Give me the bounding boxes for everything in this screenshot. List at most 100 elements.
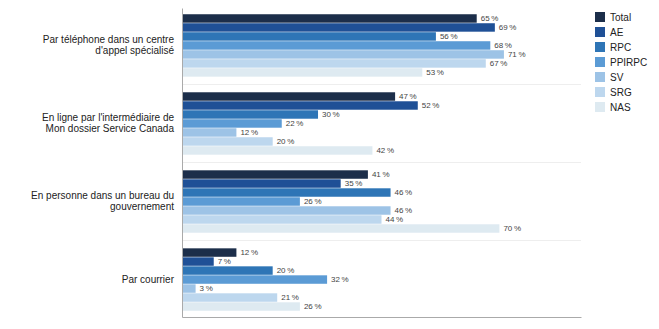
bar [182, 146, 372, 154]
data-label: 12 % [240, 128, 258, 137]
legend-swatch [595, 12, 605, 22]
data-label: 46 % [395, 206, 413, 215]
data-label: 42 % [376, 146, 394, 155]
bar [182, 137, 273, 145]
data-label: 22 % [286, 119, 304, 128]
data-label: 21 % [281, 293, 299, 302]
legend-item: RPC [595, 42, 631, 53]
y-tick-label-line: En personne dans un bureau du [31, 190, 174, 201]
data-label: 26 % [304, 302, 322, 311]
data-label: 71 % [508, 50, 526, 59]
data-label: 56 % [440, 32, 458, 41]
legend-swatch [595, 57, 605, 67]
y-tick: En ligne par l'intermédiaire deMon dossi… [42, 112, 182, 135]
bar [182, 92, 395, 100]
bar [182, 41, 490, 49]
bar [182, 32, 436, 40]
data-labels: 65 %47 %41 %12 %69 %52 %35 %7 %56 %30 %4… [200, 14, 526, 311]
bar [182, 224, 499, 232]
data-label: 47 % [399, 92, 417, 101]
y-axis-line [182, 9, 183, 318]
bar-series [182, 59, 486, 302]
plot: 65 %47 %41 %12 %69 %52 %35 %7 %56 %30 %4… [31, 9, 581, 318]
data-label: 44 % [386, 215, 404, 224]
legend-label: PPIRPC [610, 57, 647, 68]
legend-label: SV [610, 72, 624, 83]
bar [182, 59, 486, 67]
data-label: 30 % [322, 110, 340, 119]
y-tick-label-line: gouvernement [110, 201, 174, 212]
y-tick-label-line: Par téléphone dans un centre [43, 34, 175, 45]
legend-item: SV [595, 72, 624, 83]
x-axis [183, 317, 582, 318]
data-label: 65 % [481, 14, 499, 23]
y-tick-label: En ligne par l'intermédiaire deMon dossi… [42, 112, 174, 135]
bar [182, 179, 341, 187]
bar-series [182, 41, 490, 284]
bars [182, 14, 504, 311]
data-label: 52 % [422, 101, 440, 110]
data-label: 32 % [331, 275, 349, 284]
separators [182, 84, 581, 240]
bar [182, 275, 327, 283]
bar [182, 119, 282, 127]
bar-series [182, 68, 499, 311]
y-tick: Par courrier [122, 274, 182, 285]
bar-series [182, 32, 436, 275]
group-separator [182, 240, 581, 241]
legend-swatch [595, 42, 605, 52]
bar [182, 293, 277, 301]
bar [182, 23, 495, 31]
bar [182, 257, 214, 265]
bar [182, 284, 196, 292]
bar [182, 101, 418, 109]
bar [182, 50, 504, 58]
legend-item: NAS [595, 102, 631, 113]
bar [182, 197, 300, 205]
y-tick-label: Par téléphone dans un centred'appel spéc… [43, 34, 175, 57]
legend-item: AE [595, 27, 624, 38]
bar [182, 14, 477, 22]
data-label: 53 % [426, 68, 444, 77]
legend-item: SRG [595, 87, 632, 98]
bar [182, 215, 382, 223]
y-tick-label-line: En ligne par l'intermédiaire de [42, 112, 174, 123]
y-tick: En personne dans un bureau dugouvernemen… [31, 190, 182, 213]
bar [182, 248, 236, 256]
y-tick-label-line: d'appel spécialisé [95, 45, 174, 56]
data-label: 20 % [277, 137, 295, 146]
chart: 65 %47 %41 %12 %69 %52 %35 %7 %56 %30 %4… [0, 0, 659, 329]
y-tick-label-line: Par courrier [122, 274, 175, 285]
x-axis-line [183, 317, 582, 318]
y-tick-label: En personne dans un bureau dugouvernemen… [31, 190, 174, 213]
bar [182, 170, 368, 178]
bar [182, 206, 391, 214]
legend-swatch [595, 102, 605, 112]
data-label: 67 % [490, 59, 508, 68]
legend: Total AE RPC PPIRPC SV SRG NAS [595, 12, 647, 113]
legend-label: NAS [610, 102, 631, 113]
data-label: 68 % [494, 41, 512, 50]
legend-swatch [595, 87, 605, 97]
legend-label: SRG [610, 87, 632, 98]
data-label: 12 % [240, 248, 258, 257]
data-label: 3 % [200, 284, 213, 293]
legend-item: Total [595, 12, 631, 23]
y-tick-label: Par courrier [122, 274, 175, 285]
y-tick-label-line: Mon dossier Service Canada [46, 123, 175, 134]
data-label: 41 % [372, 170, 390, 179]
bar [182, 68, 422, 76]
y-tick: Par téléphone dans un centred'appel spéc… [43, 34, 182, 57]
legend-swatch [595, 27, 605, 37]
bar [182, 188, 391, 196]
legend-label: RPC [610, 42, 631, 53]
bar-series [182, 50, 504, 293]
data-label: 26 % [304, 197, 322, 206]
data-label: 70 % [503, 224, 521, 233]
data-label: 69 % [499, 23, 517, 32]
data-label: 35 % [345, 179, 363, 188]
legend-label: Total [610, 12, 631, 23]
bar [182, 302, 300, 310]
legend-item: PPIRPC [595, 57, 647, 68]
bar [182, 266, 273, 274]
